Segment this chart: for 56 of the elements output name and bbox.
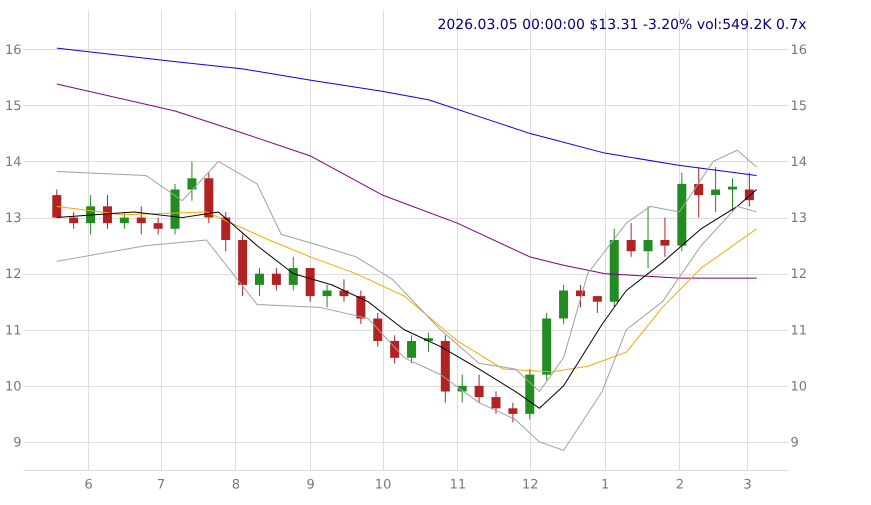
y2-tick-label: 13: [790, 211, 808, 226]
y2-tick-label: 14: [790, 154, 808, 170]
text: 2026.03.05 00:00:00 $13.31 -3.20% vol:549.2K 0.7x: [437, 17, 807, 33]
y-tick-label: 14: [4, 154, 22, 170]
candlestick: [221, 211, 230, 252]
line-series: [56, 48, 758, 176]
line-series: [56, 206, 758, 451]
x-tick-label: 2: [676, 478, 684, 492]
line-series: [56, 150, 758, 392]
candlestick: [255, 268, 264, 297]
candlestick: [728, 178, 737, 212]
x-tick-label: 3: [743, 478, 752, 492]
candlestick: [69, 211, 78, 230]
x-tick-label: 1: [600, 478, 610, 492]
x-tick-label: 9: [306, 478, 315, 492]
candlestick: [288, 256, 298, 291]
x-tick-label: 10: [374, 478, 392, 492]
candlestick: [711, 166, 720, 212]
candlestick: [136, 206, 146, 235]
y-tick-label: 9: [13, 435, 22, 450]
x-tick-label: 11: [450, 478, 466, 492]
line-series: [56, 84, 758, 279]
y2-tick-label: 12: [790, 267, 808, 282]
candlestick: [356, 290, 366, 325]
y-tick-label: 11: [4, 323, 22, 338]
y2-tick-label: 10: [790, 379, 808, 394]
candlestick: [694, 166, 704, 218]
candlestick: [120, 211, 129, 230]
candlestick: [52, 189, 62, 218]
x-tick-label: 7: [156, 478, 166, 492]
y-tick-label: 12: [4, 267, 22, 282]
x-tick-label: 6: [84, 478, 93, 492]
y-tick-label: 16: [4, 42, 22, 58]
candlestick: [626, 222, 636, 258]
candlestick: [407, 334, 416, 364]
candlestick: [491, 390, 500, 414]
y-tick-label: 15: [4, 98, 22, 114]
y-tick-label: 13: [4, 211, 22, 226]
candlestick: [390, 334, 400, 364]
candlestick: [660, 217, 670, 258]
candlestick: [474, 374, 484, 404]
candlestick: [373, 312, 382, 348]
candlestick: [187, 160, 196, 202]
candlestick: [272, 268, 281, 291]
y2-tick-label: 9: [790, 435, 799, 450]
y2-tick-label: 16: [790, 42, 808, 58]
candlestick: [154, 217, 163, 235]
y2-tick-label: 11: [790, 323, 808, 338]
candlestick: [644, 206, 653, 269]
candlestick: [592, 296, 602, 314]
y2-tick-label: 15: [790, 98, 808, 114]
candlestick: [508, 402, 518, 423]
candlestick: [322, 284, 332, 308]
x-tick-label: 8: [232, 478, 240, 492]
x-tick-label: 12: [522, 478, 539, 492]
y-tick-label: 10: [4, 379, 22, 394]
